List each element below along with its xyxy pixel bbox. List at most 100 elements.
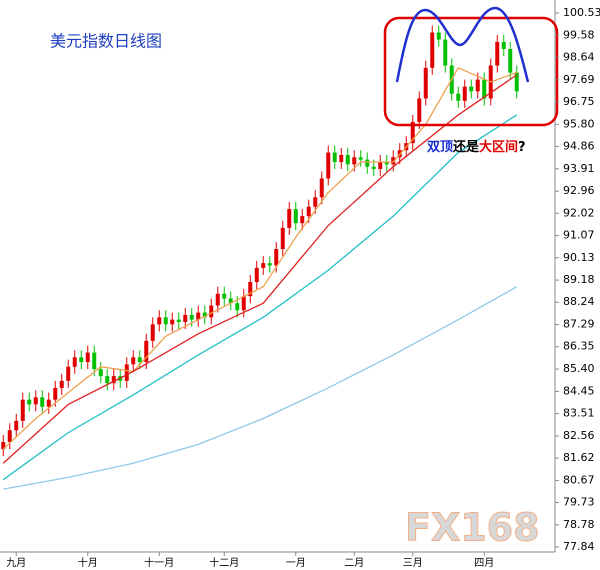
candle-body xyxy=(456,93,461,101)
candle-body xyxy=(235,303,240,311)
y-tick-label: 77.84 xyxy=(563,540,595,553)
candle-body xyxy=(469,86,474,92)
x-tick-label: 二月 xyxy=(344,557,364,569)
candle-body xyxy=(33,397,38,405)
y-tick-label: 82.56 xyxy=(563,429,595,442)
y-tick-label: 97.69 xyxy=(563,73,595,86)
candle-body xyxy=(495,41,500,66)
x-tick-label: 九月 xyxy=(6,557,26,569)
candle-body xyxy=(40,397,45,407)
candle-body xyxy=(105,376,110,384)
candle-body xyxy=(228,298,233,304)
candle-body xyxy=(475,79,480,92)
x-tick-label: 十月 xyxy=(78,556,98,569)
candle-body xyxy=(150,324,155,341)
candle-body xyxy=(482,79,487,99)
y-tick-label: 85.40 xyxy=(563,362,595,375)
y-tick-label: 86.35 xyxy=(563,340,595,353)
candle-body xyxy=(443,39,448,66)
candle-body xyxy=(436,32,441,40)
candle-body xyxy=(72,357,77,367)
x-tick-label: 十一月 xyxy=(144,556,174,569)
y-tick-label: 94.86 xyxy=(563,139,595,152)
highlight-box xyxy=(383,16,559,127)
y-tick-label: 83.51 xyxy=(563,407,595,420)
candle-body xyxy=(319,178,324,198)
candle-body xyxy=(53,387,58,400)
candle-body xyxy=(332,152,337,162)
y-tick-label: 91.07 xyxy=(563,229,595,242)
candle-body xyxy=(345,154,350,165)
annotation-part: 双顶 xyxy=(427,140,453,155)
candle-body xyxy=(124,364,129,381)
candle-body xyxy=(241,296,246,311)
candle-body xyxy=(92,352,97,370)
candle-body xyxy=(170,319,175,325)
candle-body xyxy=(183,314,188,323)
candle-body xyxy=(287,209,292,228)
y-tick-label: 93.91 xyxy=(563,162,595,175)
annotation-part: 还是 xyxy=(452,139,480,155)
candle-body xyxy=(508,49,513,73)
y-tick-label: 92.96 xyxy=(563,184,595,197)
y-tick-label: 100.53 xyxy=(563,6,600,19)
candle-body xyxy=(254,267,259,283)
candle-body xyxy=(313,197,318,207)
y-tick-label: 81.62 xyxy=(563,451,595,464)
candle-body xyxy=(98,369,103,377)
y-tick-label: 95.80 xyxy=(563,117,595,130)
candle-body xyxy=(423,67,428,99)
candle-body xyxy=(365,159,370,167)
annotation: 双顶还是大区间? xyxy=(427,139,526,155)
moving-average xyxy=(2,74,518,464)
candle-body xyxy=(66,366,71,381)
candle-body xyxy=(391,157,396,165)
y-tick-label: 78.78 xyxy=(563,518,595,531)
candle-body xyxy=(111,376,116,384)
y-tick-label: 89.18 xyxy=(563,273,595,286)
y-tick-label: 90.13 xyxy=(563,251,595,264)
candle-body xyxy=(137,357,142,363)
candle-body xyxy=(79,357,84,363)
candle-body xyxy=(46,399,51,407)
candle-body xyxy=(384,161,389,165)
annotation-part: ? xyxy=(518,140,526,155)
annotation-part: 大区间 xyxy=(479,139,518,155)
candle-body xyxy=(144,340,149,363)
candle-body xyxy=(326,152,331,179)
candle-body xyxy=(371,166,376,170)
candle-body xyxy=(514,72,519,92)
candle-body xyxy=(293,209,298,224)
y-tick-label: 84.45 xyxy=(563,384,595,397)
candle-body xyxy=(157,317,162,325)
candle-body xyxy=(209,305,214,318)
candle-body xyxy=(131,357,136,365)
candle-body xyxy=(462,86,467,101)
candle-body xyxy=(1,442,6,450)
y-tick-label: 98.64 xyxy=(563,50,595,63)
plot-area xyxy=(1,25,519,490)
candle-body xyxy=(248,282,253,297)
candle-body xyxy=(501,41,506,50)
y-tick-label: 96.75 xyxy=(563,95,595,108)
candle-body xyxy=(14,420,19,431)
candle-body xyxy=(7,430,12,443)
candle-body xyxy=(300,216,305,224)
x-tick-label: 一月 xyxy=(286,557,306,569)
candle-body xyxy=(358,157,363,160)
candle-body xyxy=(417,98,422,122)
candle-body xyxy=(202,312,207,318)
candle-body xyxy=(306,206,311,217)
chart-title: 美元指数日线图 xyxy=(50,32,162,51)
candle-body xyxy=(222,293,227,299)
y-tick-label: 92.02 xyxy=(563,206,595,219)
candle-body xyxy=(378,161,383,170)
y-tick-label: 87.29 xyxy=(563,318,595,331)
candle-body xyxy=(163,317,168,325)
y-tick-label: 79.73 xyxy=(563,496,595,509)
candle-body xyxy=(280,227,285,250)
candle-body xyxy=(267,263,272,266)
candle-body xyxy=(261,263,266,268)
candle-body xyxy=(27,399,32,405)
moving-average xyxy=(2,114,518,481)
